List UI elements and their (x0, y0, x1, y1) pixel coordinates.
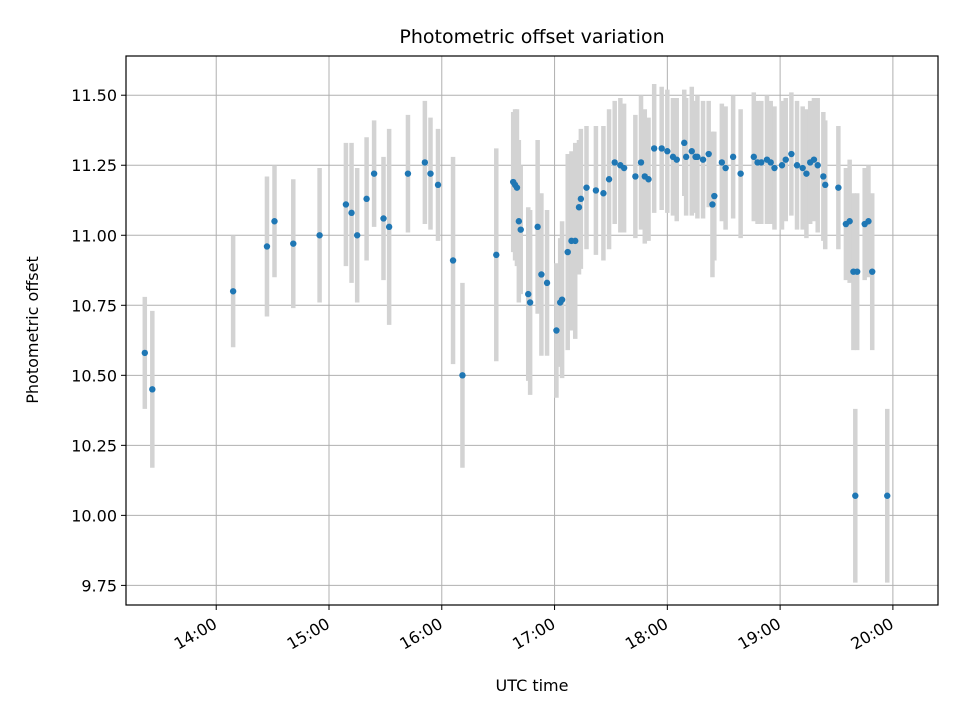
data-point (767, 159, 774, 166)
data-point (517, 226, 524, 233)
data-point (637, 159, 645, 166)
data-point (729, 153, 737, 161)
data-point (513, 184, 521, 191)
data-points (141, 139, 891, 499)
data-point (427, 170, 434, 177)
data-point (534, 223, 541, 231)
data-point (515, 218, 523, 225)
y-tick-label: 9.75 (81, 576, 117, 595)
data-point (620, 164, 628, 172)
chart-title: Photometric offset variation (399, 26, 664, 48)
data-point (538, 271, 545, 278)
y-axis: 9.75 10.00 10.25 10.50 10.75 11.00 11.25 11.50 (71, 86, 126, 595)
data-point (722, 164, 729, 172)
data-point (577, 195, 585, 203)
data-point (434, 181, 442, 189)
data-point (385, 223, 393, 231)
data-point (853, 268, 861, 275)
data-point (348, 209, 355, 217)
data-point (342, 201, 350, 208)
data-point (846, 218, 853, 225)
data-point (526, 299, 534, 306)
data-point (543, 279, 551, 287)
data-point (718, 159, 726, 166)
data-point (788, 150, 795, 158)
data-point (835, 184, 842, 191)
data-point (737, 170, 744, 177)
data-point (592, 187, 600, 194)
data-point (271, 218, 278, 225)
data-point (709, 201, 716, 208)
data-point (778, 162, 786, 169)
data-point (353, 232, 361, 239)
data-point (290, 240, 297, 247)
data-point (558, 296, 566, 303)
data-point (822, 181, 829, 189)
data-point (605, 176, 613, 183)
data-point (814, 162, 821, 169)
data-point (263, 243, 271, 250)
data-point (865, 218, 872, 225)
data-point (750, 153, 757, 161)
data-point (363, 195, 370, 203)
data-point (141, 349, 148, 357)
data-point (650, 145, 658, 152)
y-tick-label: 10.50 (71, 366, 117, 385)
data-point (793, 162, 801, 169)
data-point (493, 251, 500, 259)
y-tick-label: 10.25 (71, 436, 117, 455)
data-point (575, 204, 583, 211)
data-point (803, 170, 810, 177)
data-point (449, 257, 457, 264)
y-tick-label: 11.00 (71, 226, 117, 245)
data-point (380, 215, 387, 222)
y-tick-label: 11.25 (71, 156, 117, 175)
data-point (869, 268, 876, 275)
data-point (572, 237, 579, 245)
data-point (645, 176, 652, 183)
data-point (149, 386, 156, 393)
data-point (421, 159, 429, 166)
data-point (771, 164, 778, 172)
data-point (699, 156, 707, 163)
data-point (632, 173, 639, 180)
data-point (525, 290, 532, 298)
data-point (600, 190, 607, 197)
data-point (664, 148, 671, 155)
data-point (564, 248, 571, 256)
data-point (404, 170, 412, 177)
data-point (852, 492, 859, 499)
data-point (705, 150, 712, 158)
data-point (658, 145, 665, 152)
plot-frame (125, 55, 939, 606)
data-point (229, 288, 237, 295)
data-point (694, 153, 701, 161)
data-point (583, 184, 590, 191)
data-point (782, 156, 789, 163)
data-point (611, 159, 618, 166)
data-point (673, 156, 680, 163)
data-point (682, 153, 690, 161)
data-point (459, 372, 466, 379)
data-point (758, 159, 765, 166)
data-point (688, 148, 695, 155)
data-point (799, 164, 806, 172)
y-axis-label: Photometric offset (23, 256, 42, 404)
data-point (884, 492, 891, 499)
y-tick-label: 10.00 (71, 506, 117, 525)
data-point (370, 170, 378, 177)
data-point (553, 327, 560, 334)
data-point (820, 173, 827, 180)
y-tick-label: 11.50 (71, 86, 117, 105)
data-point (810, 156, 818, 163)
data-point (711, 192, 718, 200)
data-point (681, 139, 688, 147)
data-point (316, 232, 323, 239)
y-tick-label: 10.75 (71, 296, 117, 315)
x-axis-label: UTC time (496, 676, 569, 695)
